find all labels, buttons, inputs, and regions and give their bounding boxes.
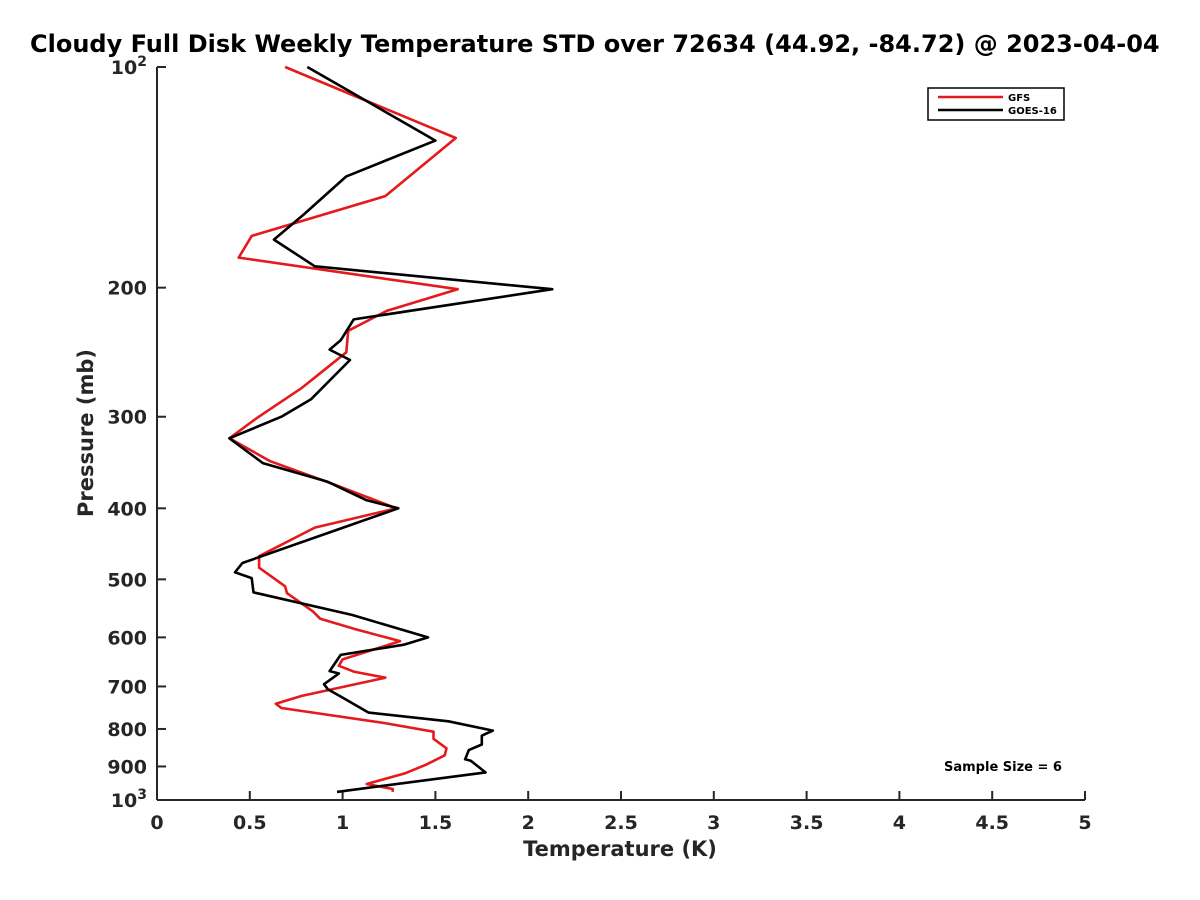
y-tick-label: 200 bbox=[107, 278, 147, 300]
y-axis-label: Pressure (mb) bbox=[74, 349, 98, 517]
x-tick-label: 5 bbox=[1078, 812, 1091, 834]
plot-axes bbox=[156, 67, 1085, 801]
y-tick-exponent: 2 bbox=[137, 54, 147, 70]
x-axis-label: Temperature (K) bbox=[523, 837, 717, 861]
y-tick-base: 10 bbox=[111, 790, 137, 812]
axis-ticks: 0 0.5 1 1.5 2 2.5 3 3.5 4 4.5 51022003004005006007… bbox=[107, 54, 1091, 834]
y-tick-base: 10 bbox=[111, 57, 137, 79]
y-tick-label: 300 bbox=[107, 407, 147, 429]
series-line-gfs bbox=[228, 65, 460, 792]
x-tick-label: 2 bbox=[522, 812, 535, 834]
series-layer bbox=[228, 65, 554, 794]
x-tick-label: 2.5 bbox=[604, 812, 638, 834]
chart-title: Cloudy Full Disk Weekly Temperature STD … bbox=[30, 30, 1160, 58]
x-tick-label: 0.5 bbox=[233, 812, 267, 834]
y-tick-label: 700 bbox=[107, 676, 147, 698]
legend-box bbox=[927, 87, 1065, 121]
x-tick-label: 3 bbox=[707, 812, 720, 834]
y-tick-label: 102 bbox=[111, 54, 147, 79]
legend-entry-label: GFS bbox=[1008, 93, 1030, 104]
x-tick-label: 0 bbox=[150, 812, 163, 834]
legend-entry-label: GOES-16 bbox=[1008, 106, 1057, 117]
x-tick-label: 1 bbox=[336, 812, 349, 834]
x-tick-label: 1.5 bbox=[419, 812, 453, 834]
legend: GFS GOES-16 bbox=[927, 87, 1065, 121]
y-tick-label: 600 bbox=[107, 627, 147, 649]
x-tick-label: 3.5 bbox=[790, 812, 824, 834]
x-tick-label: 4 bbox=[893, 812, 906, 834]
y-tick-exponent: 3 bbox=[137, 787, 147, 803]
y-tick-label: 103 bbox=[111, 787, 147, 812]
y-tick-label: 400 bbox=[107, 498, 147, 520]
y-tick-label: 800 bbox=[107, 719, 147, 741]
sample-size-annotation: Sample Size = 6 bbox=[944, 760, 1062, 775]
y-tick-label: 900 bbox=[107, 756, 147, 778]
x-tick-label: 4.5 bbox=[975, 812, 1009, 834]
series-line-goes-16 bbox=[228, 65, 554, 794]
y-tick-label: 500 bbox=[107, 569, 147, 591]
